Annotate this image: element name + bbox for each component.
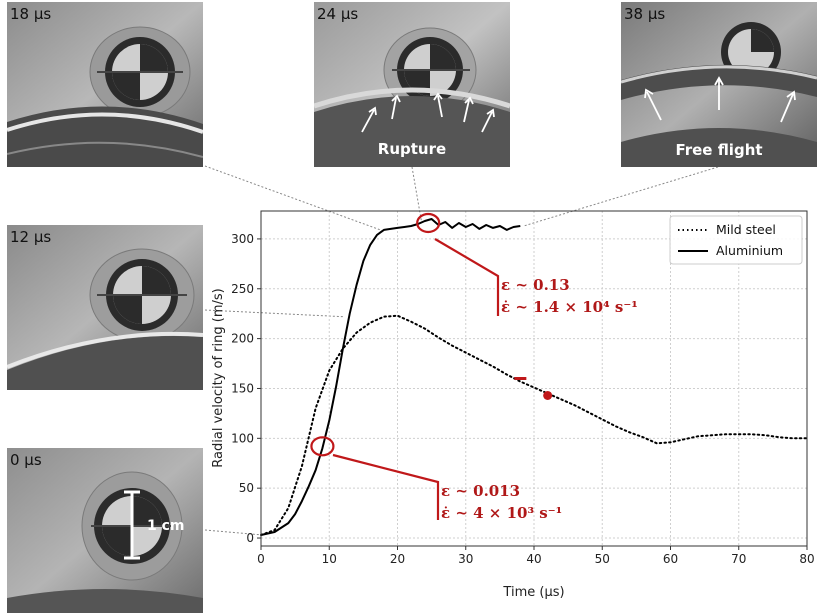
connector-18us [204,165,381,231]
scale-bar [124,490,140,560]
photo-12us-image [7,225,203,390]
annotation-layer: ε ~ 0.13 ε̇ ~ 1.4 × 10⁴ s⁻¹ ε ~ 0.013 ε̇… [332,238,638,522]
x-tick-label-0: 0 [257,552,265,566]
free-flight-arrows [644,76,796,123]
upper-strain-rate-label: ε̇ ~ 1.4 × 10⁴ s⁻¹ [501,298,638,316]
y-axis-label: Radial velocity of ring (m/s) [211,288,226,467]
y-tick-label-1: 50 [239,481,254,495]
x-tick-label-6: 60 [663,552,678,566]
connector-0us [204,529,264,536]
lower-strain-rate-label: ε̇ ~ 4 × 10³ s⁻¹ [441,504,562,522]
upper-annotation-leader [434,238,500,316]
photo-24us-image: Rupture [314,2,510,167]
velocity-plot: ε ~ 0.13 ε̇ ~ 1.4 × 10⁴ s⁻¹ ε ~ 0.013 ε̇… [211,210,815,600]
photo-24us: Rupture 24 μs [314,2,510,167]
highlight-circle-1 [310,436,335,457]
photo-0us-label: 0 μs [10,451,42,469]
connector-12us [204,309,343,318]
photo-24us-label: 24 μs [317,5,359,23]
x-tick-label-3: 30 [458,552,473,566]
series-aluminium-line [260,218,521,536]
y-tick-label-3: 150 [231,381,254,395]
photo-0us: 1 cm 0 μs [7,448,203,613]
connector-24us [411,166,422,222]
legend-aluminium-label: Aluminium [716,243,783,258]
legend: Mild steel Aluminium [669,215,803,265]
photo-38us-label: 38 μs [624,5,666,23]
scale-bar-label: 1 cm [147,518,185,534]
highlight-dot-2 [543,390,553,400]
photo-18us: 18 μs [7,2,203,167]
x-tick-label-5: 50 [595,552,610,566]
highlight-circle-0 [416,212,441,234]
x-axis-label: Time (μs) [502,585,564,600]
lower-annotation-leader [332,453,440,520]
photo-12us: 12 μs [7,225,203,390]
rupture-caption: Rupture [378,140,446,158]
y-tick-label-4: 200 [231,332,254,346]
lower-strain-label: ε ~ 0.013 [441,482,520,500]
y-tick-label-6: 300 [231,232,254,246]
x-tick-label-4: 40 [526,552,541,566]
x-tick-label-2: 20 [390,552,405,566]
photo-12us-label: 12 μs [10,228,52,246]
series-mild-steel-line [260,314,808,536]
rupture-arrows [361,92,495,133]
y-tick-label-0: 0 [246,531,254,545]
photo-18us-image [7,2,203,167]
series-layer [260,218,808,536]
photo-18us-label: 18 μs [10,5,52,23]
photo-0us-image: 1 cm [7,448,203,613]
x-tick-label-8: 80 [799,552,814,566]
x-tick-label-1: 10 [322,552,337,566]
upper-strain-label: ε ~ 0.13 [501,276,570,294]
axis-ticks: 0 10 20 30 40 50 60 70 80 0 50 100 150 200 250 300 [231,232,815,566]
marker-layer [310,212,553,457]
y-tick-label-2: 100 [231,431,254,445]
free-flight-caption: Free flight [675,141,762,159]
y-tick-label-5: 250 [231,282,254,296]
photo-38us-image: Free flight [621,2,817,167]
connector-38us [523,166,719,227]
photo-38us: Free flight 38 μs [621,2,817,167]
legend-mild-steel-label: Mild steel [716,222,776,237]
photo-connectors [204,165,719,536]
plot-grid [260,211,808,546]
x-tick-label-7: 70 [731,552,746,566]
